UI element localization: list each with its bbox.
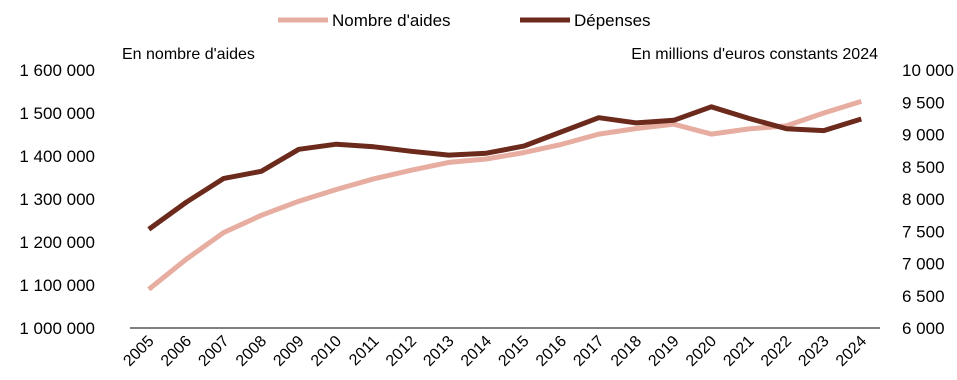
x-tick-label: 2006: [158, 333, 195, 370]
x-tick-label: 2005: [120, 333, 157, 370]
x-tick-label: 2023: [795, 333, 832, 370]
left-tick-label: 1 300 000: [19, 190, 95, 209]
x-tick-label: 2022: [758, 333, 795, 370]
x-tick-label: 2018: [608, 333, 645, 370]
x-tick-label: 2010: [308, 333, 345, 370]
left-tick-label: 1 200 000: [19, 233, 95, 252]
legend-label: Nombre d'aides: [332, 11, 451, 30]
left-tick-label: 1 400 000: [19, 147, 95, 166]
x-axis: 2005 2006 2007 2008 2009 2010 2011 2012 2013 2014…: [120, 333, 870, 370]
right-tick-label: 10 000: [902, 61, 954, 80]
x-tick-label: 2019: [645, 333, 682, 370]
right-tick-label: 7 500: [902, 222, 945, 241]
series-line-nombre-aides: [147, 99, 863, 292]
x-tick-label: 2011: [346, 333, 382, 369]
x-tick-label: 2008: [233, 333, 270, 370]
legend-label: Dépenses: [574, 11, 651, 30]
series-lines: [147, 99, 863, 292]
left-tick-label: 1 600 000: [19, 61, 95, 80]
x-tick-label: 2013: [420, 333, 457, 370]
right-tick-label: 9 000: [902, 126, 945, 145]
right-tick-label: 9 500: [902, 93, 945, 112]
x-tick-label: 2020: [683, 333, 720, 370]
right-tick-label: 8 000: [902, 190, 945, 209]
legend: Nombre d'aides Dépenses: [278, 11, 651, 30]
x-tick-label: 2024: [833, 333, 870, 370]
x-tick-label: 2009: [270, 333, 307, 370]
left-axis: 1 000 000 1 100 000 1 200 000 1 300 000 1 40…: [19, 61, 95, 338]
x-tick-label: 2016: [533, 333, 570, 370]
right-tick-label: 6 000: [902, 319, 945, 338]
left-tick-label: 1 500 000: [19, 104, 95, 123]
x-tick-label: 2017: [570, 333, 607, 370]
right-tick-label: 6 500: [902, 287, 945, 306]
right-tick-label: 8 500: [902, 158, 945, 177]
series-line-depenses: [147, 104, 863, 232]
right-axis: 6 000 6 500 7 000 7 500 8 000 8 500 9 000 9 500…: [902, 61, 954, 338]
x-tick-label: 2014: [458, 333, 495, 370]
x-tick-label: 2012: [383, 333, 420, 370]
left-axis-unit-label: En nombre d'aides: [122, 46, 255, 63]
x-tick-label: 2015: [495, 333, 532, 370]
right-axis-unit-label: En millions d'euros constants 2024: [631, 46, 878, 63]
x-tick-label: 2007: [195, 333, 232, 370]
left-tick-label: 1 100 000: [19, 276, 95, 295]
x-tick-label: 2021: [720, 333, 757, 370]
right-tick-label: 7 000: [902, 255, 945, 274]
left-tick-label: 1 000 000: [19, 319, 95, 338]
